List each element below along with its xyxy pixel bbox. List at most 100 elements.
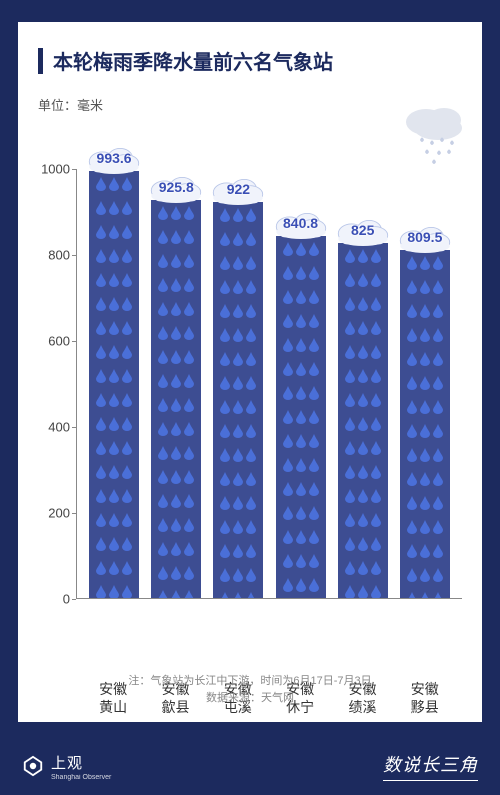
- raindrop-icon: [420, 496, 430, 515]
- raindrop-icon: [122, 321, 132, 340]
- raindrop-icon: [220, 208, 230, 227]
- raindrop-icon: [171, 254, 181, 273]
- raindrop-icon: [158, 206, 168, 225]
- raindrop-icon: [233, 280, 243, 299]
- raindrop-icon: [96, 585, 106, 598]
- raindrop-icon: [158, 542, 168, 561]
- raindrop-icon: [109, 177, 119, 196]
- raindrop-icon: [184, 542, 194, 561]
- raindrop-icon: [122, 249, 132, 268]
- raindrop-icon: [358, 273, 368, 292]
- raindrop-icon: [109, 561, 119, 580]
- raindrop-icon: [109, 489, 119, 508]
- raindrop-icon: [345, 513, 355, 532]
- raindrop-icon: [420, 304, 430, 323]
- raindrop-icon: [420, 352, 430, 371]
- raindrop-icon: [96, 201, 106, 220]
- raindrop-icon: [109, 537, 119, 556]
- bar: [151, 200, 201, 598]
- raindrop-icon: [420, 424, 430, 443]
- raindrop-icon: [122, 537, 132, 556]
- raindrop-icon: [296, 386, 306, 405]
- raindrop-icon: [233, 208, 243, 227]
- raindrop-icon: [407, 520, 417, 539]
- raindrop-icon: [433, 472, 443, 491]
- raindrop-icon: [233, 256, 243, 275]
- raindrop-icon: [309, 290, 319, 309]
- raindrop-icon: [345, 249, 355, 268]
- raindrop-icon: [433, 568, 443, 587]
- bar: [400, 250, 450, 598]
- raindrop-icon: [158, 350, 168, 369]
- raindrop-icon: [233, 352, 243, 371]
- raindrop-icon: [283, 362, 293, 381]
- raindrop-icon: [371, 537, 381, 556]
- raindrop-icon: [420, 520, 430, 539]
- raindrop-icon: [171, 230, 181, 249]
- raindrop-icon: [109, 345, 119, 364]
- raindrop-icon: [371, 345, 381, 364]
- raindrop-icon: [371, 465, 381, 484]
- chart-footnote: 注：气象站为长江中下游，时间为6月17日-7月3日 数据来源：天气网: [18, 673, 482, 706]
- raindrop-icon: [96, 561, 106, 580]
- raindrop-icon: [233, 400, 243, 419]
- raindrop-icon: [96, 489, 106, 508]
- raindrop-icon: [309, 434, 319, 453]
- raindrop-icon: [296, 290, 306, 309]
- raindrop-icon: [233, 376, 243, 395]
- raindrop-icon: [171, 590, 181, 598]
- raindrop-icon: [158, 374, 168, 393]
- footer-brand-name: 上观: [51, 752, 111, 773]
- raindrop-icon: [171, 374, 181, 393]
- raindrop-icon: [371, 417, 381, 436]
- raindrop-icon: [345, 561, 355, 580]
- raindrop-icon: [96, 177, 106, 196]
- raindrop-icon: [233, 232, 243, 251]
- chart-area: 02004006008001000 993.6 925.8 922: [38, 169, 462, 664]
- raindrop-icon: [407, 280, 417, 299]
- raindrop-icon: [96, 441, 106, 460]
- raindrop-icon: [96, 369, 106, 388]
- raindrop-icon: [246, 208, 256, 227]
- raindrop-icon: [345, 273, 355, 292]
- raindrop-icon: [158, 518, 168, 537]
- raindrop-icon: [345, 465, 355, 484]
- raindrop-icon: [184, 350, 194, 369]
- raindrop-icon: [371, 489, 381, 508]
- raindrop-icon: [184, 518, 194, 537]
- raindrop-icon: [283, 338, 293, 357]
- raindrop-icon: [220, 376, 230, 395]
- raindrop-icon: [233, 592, 243, 598]
- raindrop-icon: [296, 266, 306, 285]
- raindrop-icon: [246, 280, 256, 299]
- raindrop-icon: [158, 278, 168, 297]
- raindrop-icon: [371, 441, 381, 460]
- raindrop-icon: [122, 225, 132, 244]
- raindrop-icon: [246, 400, 256, 419]
- bar-value-label: 825: [332, 222, 394, 238]
- bar-group: 925.8: [149, 173, 203, 598]
- bar: [89, 171, 139, 598]
- raindrop-icon: [184, 278, 194, 297]
- raindrop-icon: [283, 506, 293, 525]
- raindrop-icon: [345, 585, 355, 598]
- raindrop-icon: [433, 256, 443, 275]
- raindrop-icon: [171, 422, 181, 441]
- raindrop-icon: [96, 417, 106, 436]
- raindrop-icon: [171, 206, 181, 225]
- raindrop-icon: [220, 496, 230, 515]
- raindrop-icon: [283, 266, 293, 285]
- raindrop-icon: [283, 314, 293, 333]
- raindrop-icon: [233, 304, 243, 323]
- raindrop-icon: [296, 458, 306, 477]
- raindrop-icon: [296, 482, 306, 501]
- y-axis: 02004006008001000: [38, 169, 76, 599]
- raindrop-icon: [358, 585, 368, 598]
- raindrop-icon: [246, 232, 256, 251]
- raindrop-icon: [122, 561, 132, 580]
- raindrop-icon: [345, 345, 355, 364]
- raindrop-icon: [309, 314, 319, 333]
- raindrop-icon: [220, 472, 230, 491]
- bar: [213, 202, 263, 598]
- raindrop-icon: [407, 352, 417, 371]
